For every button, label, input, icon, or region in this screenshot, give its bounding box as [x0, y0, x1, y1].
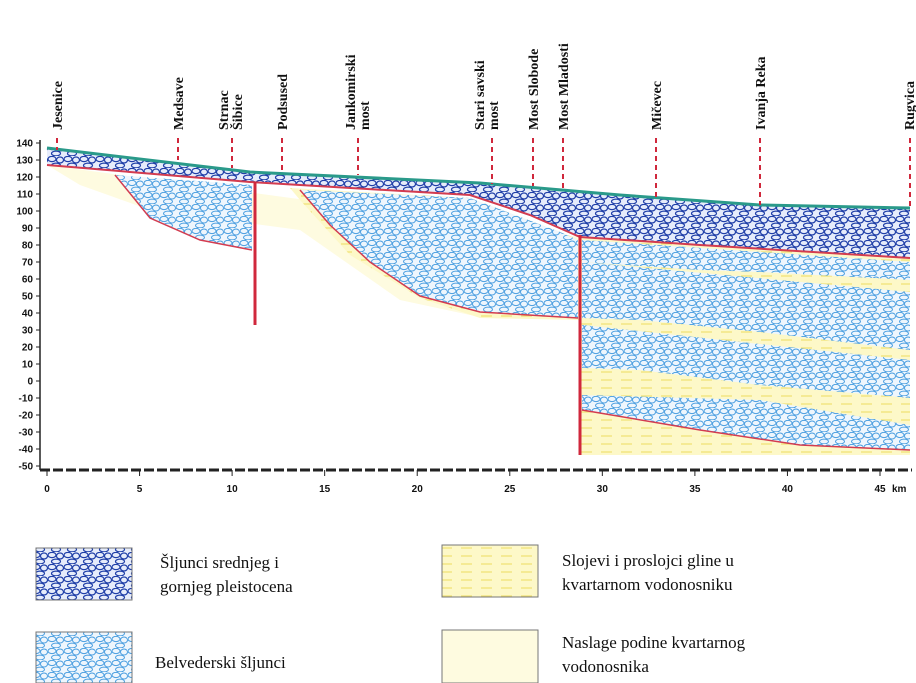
y-tick-label: -20 [19, 411, 34, 422]
x-tick-label: 35 [689, 484, 701, 495]
x-tick-label: 25 [504, 484, 516, 495]
location-label: Podsused [276, 74, 291, 130]
y-tick-label: 120 [16, 173, 33, 184]
x-axis-unit: km [892, 484, 907, 495]
location-label: Ivanja Reka [754, 56, 769, 130]
y-tick-label: -30 [19, 428, 34, 439]
legend-swatch [36, 548, 132, 600]
location-label: Jesenice [51, 81, 66, 130]
x-tick-label: 15 [319, 484, 331, 495]
section [47, 148, 910, 455]
location-label: Most Slobode [527, 49, 542, 130]
y-tick-label: 140 [16, 139, 33, 150]
cross-section-figure: Jesenice Medsave Strnac Šibice Podsused … [0, 0, 916, 683]
legend-swatch [442, 630, 538, 683]
legend-swatch [442, 545, 538, 597]
y-tick-label: 30 [22, 326, 34, 337]
legend-swatch [36, 632, 132, 683]
x-tick-label: 40 [782, 484, 794, 495]
legend-text: kvartarnom vodonosniku [562, 575, 733, 594]
y-tick-label: 70 [22, 258, 34, 269]
y-tick-label: 0 [27, 377, 33, 388]
location-labels: Jesenice Medsave Strnac Šibice Podsused … [51, 43, 916, 130]
y-tick-label: 110 [17, 190, 34, 201]
location-label: Stari savski [473, 60, 488, 130]
y-tick-label: -10 [19, 394, 34, 405]
x-tick-label: 20 [412, 484, 424, 495]
y-tick-label: -40 [19, 445, 34, 456]
y-tick-label: -50 [19, 462, 34, 473]
location-label: Mičevec [650, 81, 665, 130]
x-tick-label: 10 [227, 484, 239, 495]
y-tick-label: 100 [16, 207, 33, 218]
y-tick-label: 80 [22, 241, 34, 252]
location-label: most [358, 101, 373, 130]
y-tick-label: 40 [22, 309, 34, 320]
location-label: Rugvica [903, 81, 916, 130]
legend-text: Slojevi i proslojci gline u [562, 551, 734, 570]
x-tick-label: 0 [44, 484, 50, 495]
x-tick-label: 30 [597, 484, 609, 495]
legend: Šljunci srednjeg i gornjeg pleistocena S… [36, 545, 746, 683]
legend-text: Belvederski šljunci [155, 653, 286, 672]
belvedere-gravel [115, 175, 252, 250]
x-tick-label: 45 [874, 484, 886, 495]
location-label: Medsave [172, 77, 187, 130]
y-tick-label: 50 [22, 292, 34, 303]
y-tick-label: 130 [16, 156, 33, 167]
legend-text: gornjeg pleistocena [160, 577, 293, 596]
y-tick-label: 90 [22, 224, 34, 235]
y-tick-label: 60 [22, 275, 34, 286]
legend-text: vodonosnika [562, 657, 649, 676]
location-label: most [487, 101, 502, 130]
x-tick-label: 5 [137, 484, 143, 495]
legend-text: Naslage podine kvartarnog [562, 633, 746, 652]
y-tick-label: 10 [22, 360, 34, 371]
legend-text: Šljunci srednjeg i [160, 553, 279, 572]
location-label: Jankomirski [344, 54, 359, 130]
location-label: Most Mladosti [557, 43, 572, 130]
location-label: Šibice [229, 94, 246, 130]
location-label: Strnac [217, 90, 232, 130]
y-tick-label: 20 [22, 343, 34, 354]
